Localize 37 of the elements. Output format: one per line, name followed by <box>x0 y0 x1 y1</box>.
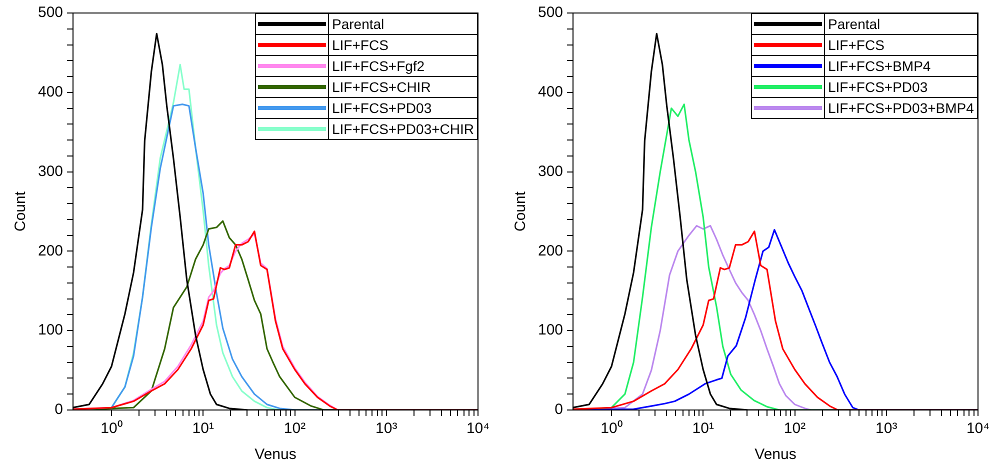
y-tick-label: 200 <box>38 242 64 260</box>
x-tick-label: 10⁴ <box>466 420 490 438</box>
x-tick-label: 10³ <box>876 420 898 438</box>
y-tick-label: 0 <box>554 401 564 418</box>
legend-label: LIF+FCS+PD03 <box>328 98 478 118</box>
y-tick-label: 100 <box>538 322 564 339</box>
x-tick-label: 10⁴ <box>966 420 990 438</box>
legend-label: LIF+FCS+BMP4 <box>824 56 978 76</box>
legend-label: LIF+FCS+Fgf2 <box>328 56 478 76</box>
y-axis-title: Count <box>12 190 30 232</box>
y-tick-label: 500 <box>38 4 64 22</box>
y-tick-label: 400 <box>38 84 64 101</box>
x-tick-label: 10² <box>784 420 806 438</box>
x-axis-title: Venus <box>254 446 296 464</box>
y-tick-label: 500 <box>538 4 564 22</box>
legend-label: Parental <box>328 14 478 34</box>
x-tick-label: 10² <box>284 420 306 438</box>
legend-label: LIF+FCS+PD03+BMP4 <box>824 98 978 118</box>
y-tick-label: 300 <box>538 162 564 180</box>
y-tick-label: 400 <box>538 84 564 101</box>
x-tick-label: 10⁰ <box>100 420 122 438</box>
legend-label: Parental <box>824 14 978 34</box>
x-tick-label: 10¹ <box>692 420 714 438</box>
x-tick-label: 10¹ <box>192 420 214 438</box>
legend-label: LIF+FCS+PD03+CHIR <box>328 118 478 140</box>
legend-label: LIF+FCS <box>328 34 478 56</box>
legend-label: LIF+FCS+CHIR <box>328 76 478 98</box>
legend-label: LIF+FCS <box>824 34 978 56</box>
y-tick-label: 100 <box>38 322 64 339</box>
x-tick-label: 10³ <box>376 420 398 438</box>
x-tick-label: 10⁰ <box>600 420 622 438</box>
legend-label: LIF+FCS+PD03 <box>824 76 978 98</box>
y-tick-label: 200 <box>538 242 564 260</box>
x-axis-title: Venus <box>754 446 796 464</box>
y-axis-title: Count <box>512 190 530 232</box>
y-tick-label: 300 <box>38 162 64 180</box>
y-tick-label: 0 <box>54 401 64 418</box>
